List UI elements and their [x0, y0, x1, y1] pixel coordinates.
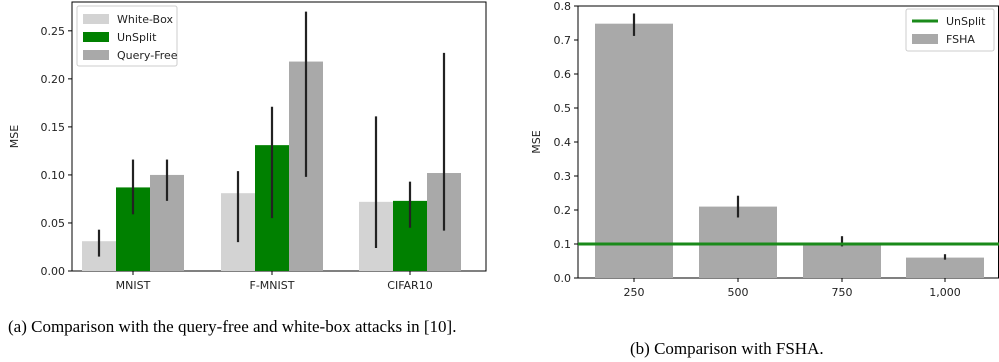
- y-tick-label: 0.15: [41, 121, 66, 134]
- x-tick-label: 750: [832, 286, 853, 299]
- y-tick-label: 0.5: [554, 102, 572, 115]
- y-tick-label: 0.8: [554, 0, 572, 13]
- legend-label: White-Box: [117, 13, 174, 26]
- caption-a: (a) Comparison with the query-free and w…: [8, 317, 457, 336]
- x-tick-label: 250: [624, 286, 645, 299]
- figure-canvas: 0.00 0.05 0.10 0.15 0.20 0.25 MSE MNIST F-MNIST C…: [8, 0, 999, 299]
- y-tick-label: 0.00: [41, 265, 66, 278]
- bar: [595, 23, 673, 279]
- y-axis-label: MSE: [8, 125, 21, 148]
- y-tick-label: 0.25: [41, 25, 66, 38]
- y-tick-label: 0.3: [554, 170, 572, 183]
- x-tick-label: 1,000: [929, 286, 961, 299]
- legend-swatch: [83, 14, 109, 24]
- y-tick-label: 0.7: [554, 34, 572, 47]
- bar: [699, 206, 777, 278]
- y-tick-label: 0.20: [41, 73, 66, 86]
- y-tick-label: 0.05: [41, 217, 66, 230]
- legend-swatch: [83, 32, 109, 42]
- y-tick-label: 0.0: [554, 272, 572, 285]
- caption-b: (b) Comparison with FSHA.: [630, 339, 824, 358]
- legend-label: UnSplit: [117, 31, 157, 44]
- legend-swatch: [912, 34, 938, 44]
- x-tick-label: MNIST: [116, 279, 151, 292]
- legend-label: UnSplit: [946, 15, 986, 28]
- legend-label: Query-Free: [117, 49, 178, 62]
- y-tick-label: 0.10: [41, 169, 66, 182]
- x-tick-label: 500: [728, 286, 749, 299]
- x-tick-label: F-MNIST: [250, 279, 295, 292]
- bar: [906, 257, 984, 278]
- y-tick-label: 0.2: [554, 204, 572, 217]
- y-tick-label: 0.6: [554, 68, 572, 81]
- bar: [803, 242, 881, 278]
- legend-swatch: [83, 50, 109, 60]
- y-axis-label: MSE: [530, 130, 543, 153]
- y-tick-label: 0.1: [554, 238, 572, 251]
- y-tick-label: 0.4: [554, 136, 572, 149]
- x-tick-label: CIFAR10: [387, 279, 432, 292]
- legend-label: FSHA: [946, 33, 975, 46]
